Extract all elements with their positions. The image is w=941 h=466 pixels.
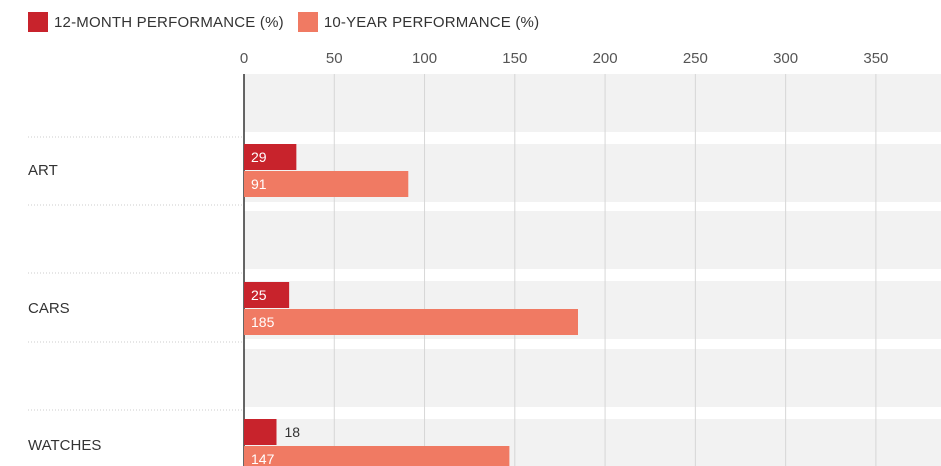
category-label: WATCHES bbox=[28, 437, 101, 454]
background-band bbox=[244, 211, 941, 269]
x-tick-label: 200 bbox=[593, 50, 618, 67]
data-label: 18 bbox=[284, 424, 300, 440]
data-label: 29 bbox=[251, 149, 267, 165]
bar bbox=[244, 171, 409, 197]
legend-item-12-month: 12-MONTH PERFORMANCE (%) bbox=[28, 12, 284, 32]
x-tick-label: 0 bbox=[240, 50, 248, 67]
legend-label-12-month: 12-MONTH PERFORMANCE (%) bbox=[54, 13, 284, 31]
x-tick-label: 250 bbox=[683, 50, 708, 67]
x-tick-label: 150 bbox=[502, 50, 527, 67]
background-band bbox=[244, 74, 941, 132]
legend-label-10-year: 10-YEAR PERFORMANCE (%) bbox=[323, 13, 540, 31]
legend-swatch-10-year bbox=[297, 12, 318, 32]
bar bbox=[244, 446, 510, 466]
bar bbox=[244, 309, 578, 335]
bar bbox=[244, 419, 277, 445]
data-label: 147 bbox=[251, 451, 275, 466]
bar bbox=[244, 282, 290, 308]
x-tick-label: 350 bbox=[863, 50, 888, 67]
legend: 12-MONTH PERFORMANCE (%) 10-YEAR PERFORM… bbox=[28, 10, 553, 34]
background-band bbox=[244, 349, 941, 407]
x-tick-label: 100 bbox=[412, 50, 437, 67]
data-label: 91 bbox=[251, 176, 267, 192]
bar bbox=[244, 144, 297, 170]
category-label: CARS bbox=[28, 300, 70, 317]
x-tick-label: 300 bbox=[773, 50, 798, 67]
legend-item-10-year: 10-YEAR PERFORMANCE (%) bbox=[297, 12, 540, 32]
data-label: 185 bbox=[251, 314, 275, 330]
category-label: ART bbox=[28, 162, 58, 179]
x-tick-label: 50 bbox=[326, 50, 343, 67]
data-label: 25 bbox=[251, 287, 267, 303]
legend-swatch-12-month bbox=[28, 12, 48, 32]
